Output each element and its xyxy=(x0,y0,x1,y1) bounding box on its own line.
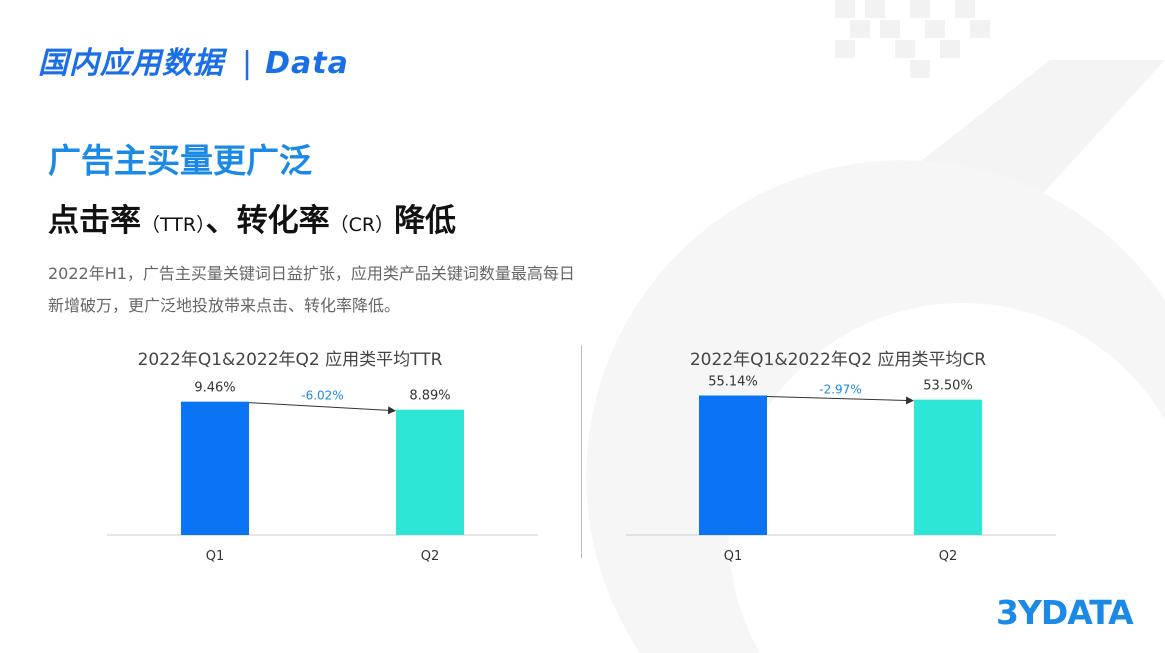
chart-title: 2022年Q1&2022年Q2 应用类平均TTR xyxy=(138,350,443,370)
title-abbr-ttr: （TTR） xyxy=(141,214,206,236)
bar-q1 xyxy=(181,401,249,535)
change-label: -6.02% xyxy=(301,389,343,403)
bar-q1 xyxy=(699,395,767,535)
header-separator: | xyxy=(242,46,254,81)
bar-value-label: 8.89% xyxy=(409,389,450,404)
bar-q2 xyxy=(396,409,464,535)
header-suffix: Data xyxy=(265,46,349,81)
x-tick-label: Q1 xyxy=(724,549,743,564)
page-header: 国内应用数据 | Data xyxy=(38,38,349,82)
change-arrow xyxy=(766,396,914,405)
title-separator: 、 xyxy=(205,203,237,239)
title-part-cr: 转化率 xyxy=(236,203,330,239)
chart-divider xyxy=(581,345,582,558)
bar-value-label: 9.46% xyxy=(194,381,235,396)
change-arrow xyxy=(248,402,396,415)
x-tick-label: Q1 xyxy=(206,549,225,564)
change-label: -2.97% xyxy=(819,383,861,397)
section-title: 点击率（TTR）、转化率（CR）降低 xyxy=(48,195,456,240)
bar-q2 xyxy=(914,399,982,535)
title-abbr-cr: （CR） xyxy=(329,214,395,236)
bar-value-label: 55.14% xyxy=(708,375,758,390)
chart-title: 2022年Q1&2022年Q2 应用类平均CR xyxy=(690,350,986,370)
brand-logo: 3YDATA xyxy=(996,593,1134,632)
section-subtitle: 广告主买量更广泛 xyxy=(48,141,312,180)
bar-value-label: 53.50% xyxy=(923,379,973,394)
title-part-decrease: 降低 xyxy=(394,203,457,239)
description-text: 2022年H1，广告主买量关键词日益扩张，应用类产品关键词数量最高每日新增破万，… xyxy=(48,264,575,315)
x-tick-label: Q2 xyxy=(939,549,958,564)
header-title: 国内应用数据 xyxy=(38,46,224,81)
x-tick-label: Q2 xyxy=(421,549,440,564)
title-part-ttr: 点击率 xyxy=(48,203,141,239)
